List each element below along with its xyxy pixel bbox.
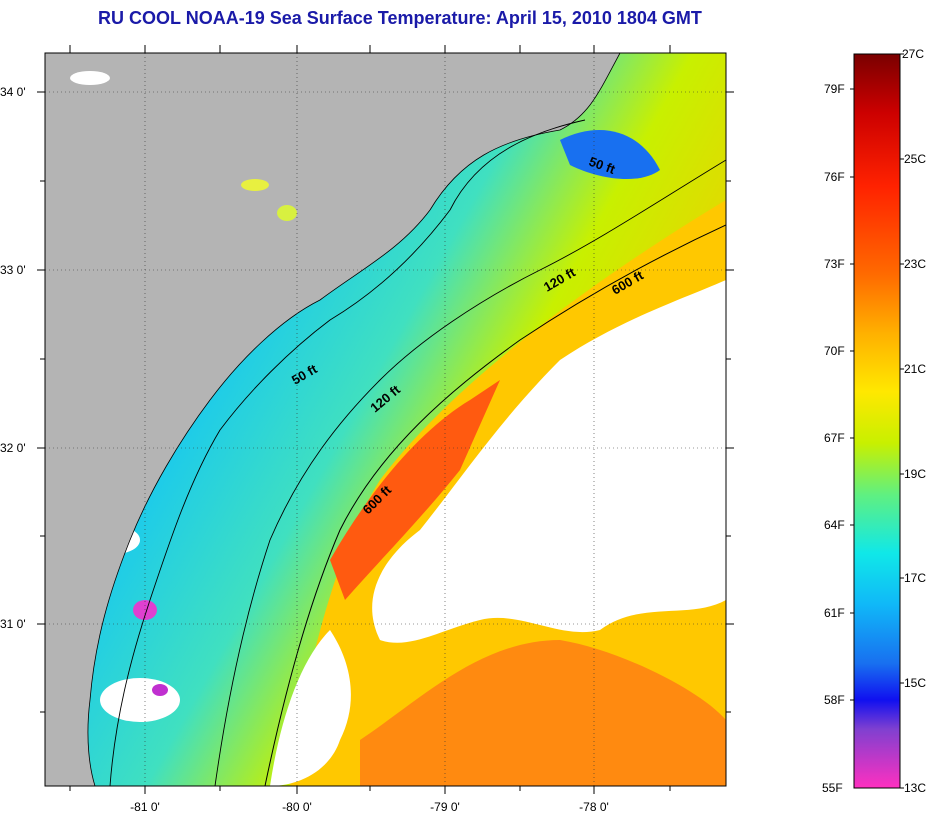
gulf-stream-south	[360, 640, 726, 786]
lake	[70, 71, 110, 85]
lat-tick-label: 31 0'	[0, 617, 26, 631]
lat-tick-label: 34 0'	[0, 85, 26, 99]
lat-tick-label: 32 0'	[0, 441, 26, 455]
cloud-cover-south	[270, 630, 351, 786]
lake	[241, 179, 269, 191]
contour-50ft	[109, 119, 586, 786]
map-title: RU COOL NOAA-19 Sea Surface Temperature:…	[98, 8, 702, 28]
celsius-label: 17C	[904, 571, 926, 585]
lon-tick-label: -78 0'	[579, 800, 609, 814]
contour-600ft	[264, 224, 726, 786]
cloud-cover-east	[372, 280, 726, 643]
fahrenheit-label: 61F	[824, 606, 845, 620]
cloud-patch	[100, 678, 180, 722]
fahrenheit-label: 73F	[824, 257, 845, 271]
lon-tick-label: -80 0'	[282, 800, 312, 814]
lake	[277, 205, 297, 221]
cold-water-cape	[560, 130, 660, 180]
fahrenheit-label: 67F	[824, 431, 845, 445]
land	[45, 53, 621, 786]
lon-tick-label: -79 0'	[430, 800, 460, 814]
fahrenheit-label: 76F	[824, 170, 845, 184]
map-area: 50 ft 50 ft 120 ft 120 ft 600 ft 600 ft	[45, 53, 726, 786]
lon-tick-label: -81 0'	[130, 800, 160, 814]
celsius-label: 13C	[904, 781, 926, 795]
fahrenheit-label: 58F	[824, 693, 845, 707]
cold-spot	[152, 684, 168, 696]
celsius-label: 19C	[904, 467, 926, 481]
celsius-label: 25C	[904, 152, 926, 166]
celsius-label: 21C	[904, 362, 926, 376]
fahrenheit-label: 55F	[822, 781, 843, 795]
celsius-label: 15C	[904, 676, 926, 690]
lat-tick-label: 33 0'	[0, 263, 26, 277]
gulf-stream-core	[330, 380, 500, 600]
axis-ticks	[37, 45, 734, 794]
celsius-label: 23C	[904, 257, 926, 271]
celsius-label: 27C	[902, 47, 924, 61]
contour-120ft	[214, 159, 726, 786]
fahrenheit-label: 79F	[824, 82, 845, 96]
graticule	[45, 53, 726, 786]
colorbar-ticks	[850, 53, 904, 789]
fahrenheit-label: 70F	[824, 344, 845, 358]
colorbar-gradient	[853, 53, 901, 789]
map-frame	[44, 52, 727, 787]
colorbar: 79F 76F 73F 70F 67F 64F 61F 58F 55F 27C …	[822, 47, 926, 795]
fahrenheit-label: 64F	[824, 518, 845, 532]
